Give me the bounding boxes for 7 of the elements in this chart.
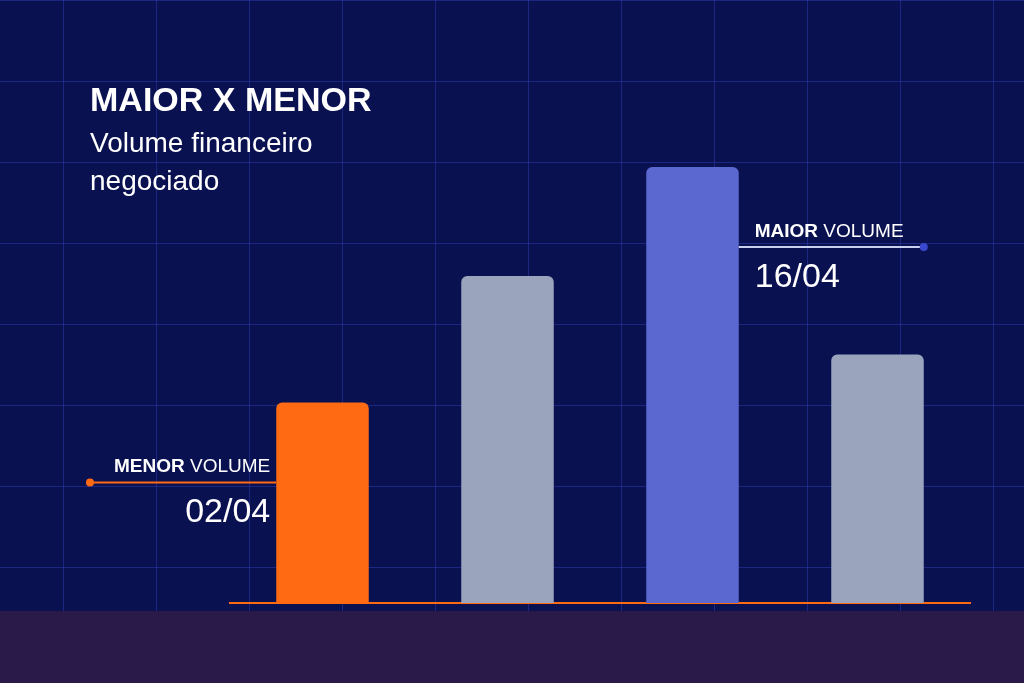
- annotation: MENOR VOLUME 02/04: [114, 455, 271, 530]
- bar: [461, 276, 554, 603]
- annotation: MAIOR VOLUME 16/04: [754, 220, 904, 294]
- chart-subtitle: Volume financeiro negociado: [90, 126, 314, 198]
- chart-title: MAIOR X MENOR: [90, 80, 372, 119]
- bar: [646, 167, 739, 603]
- bar: [831, 354, 924, 603]
